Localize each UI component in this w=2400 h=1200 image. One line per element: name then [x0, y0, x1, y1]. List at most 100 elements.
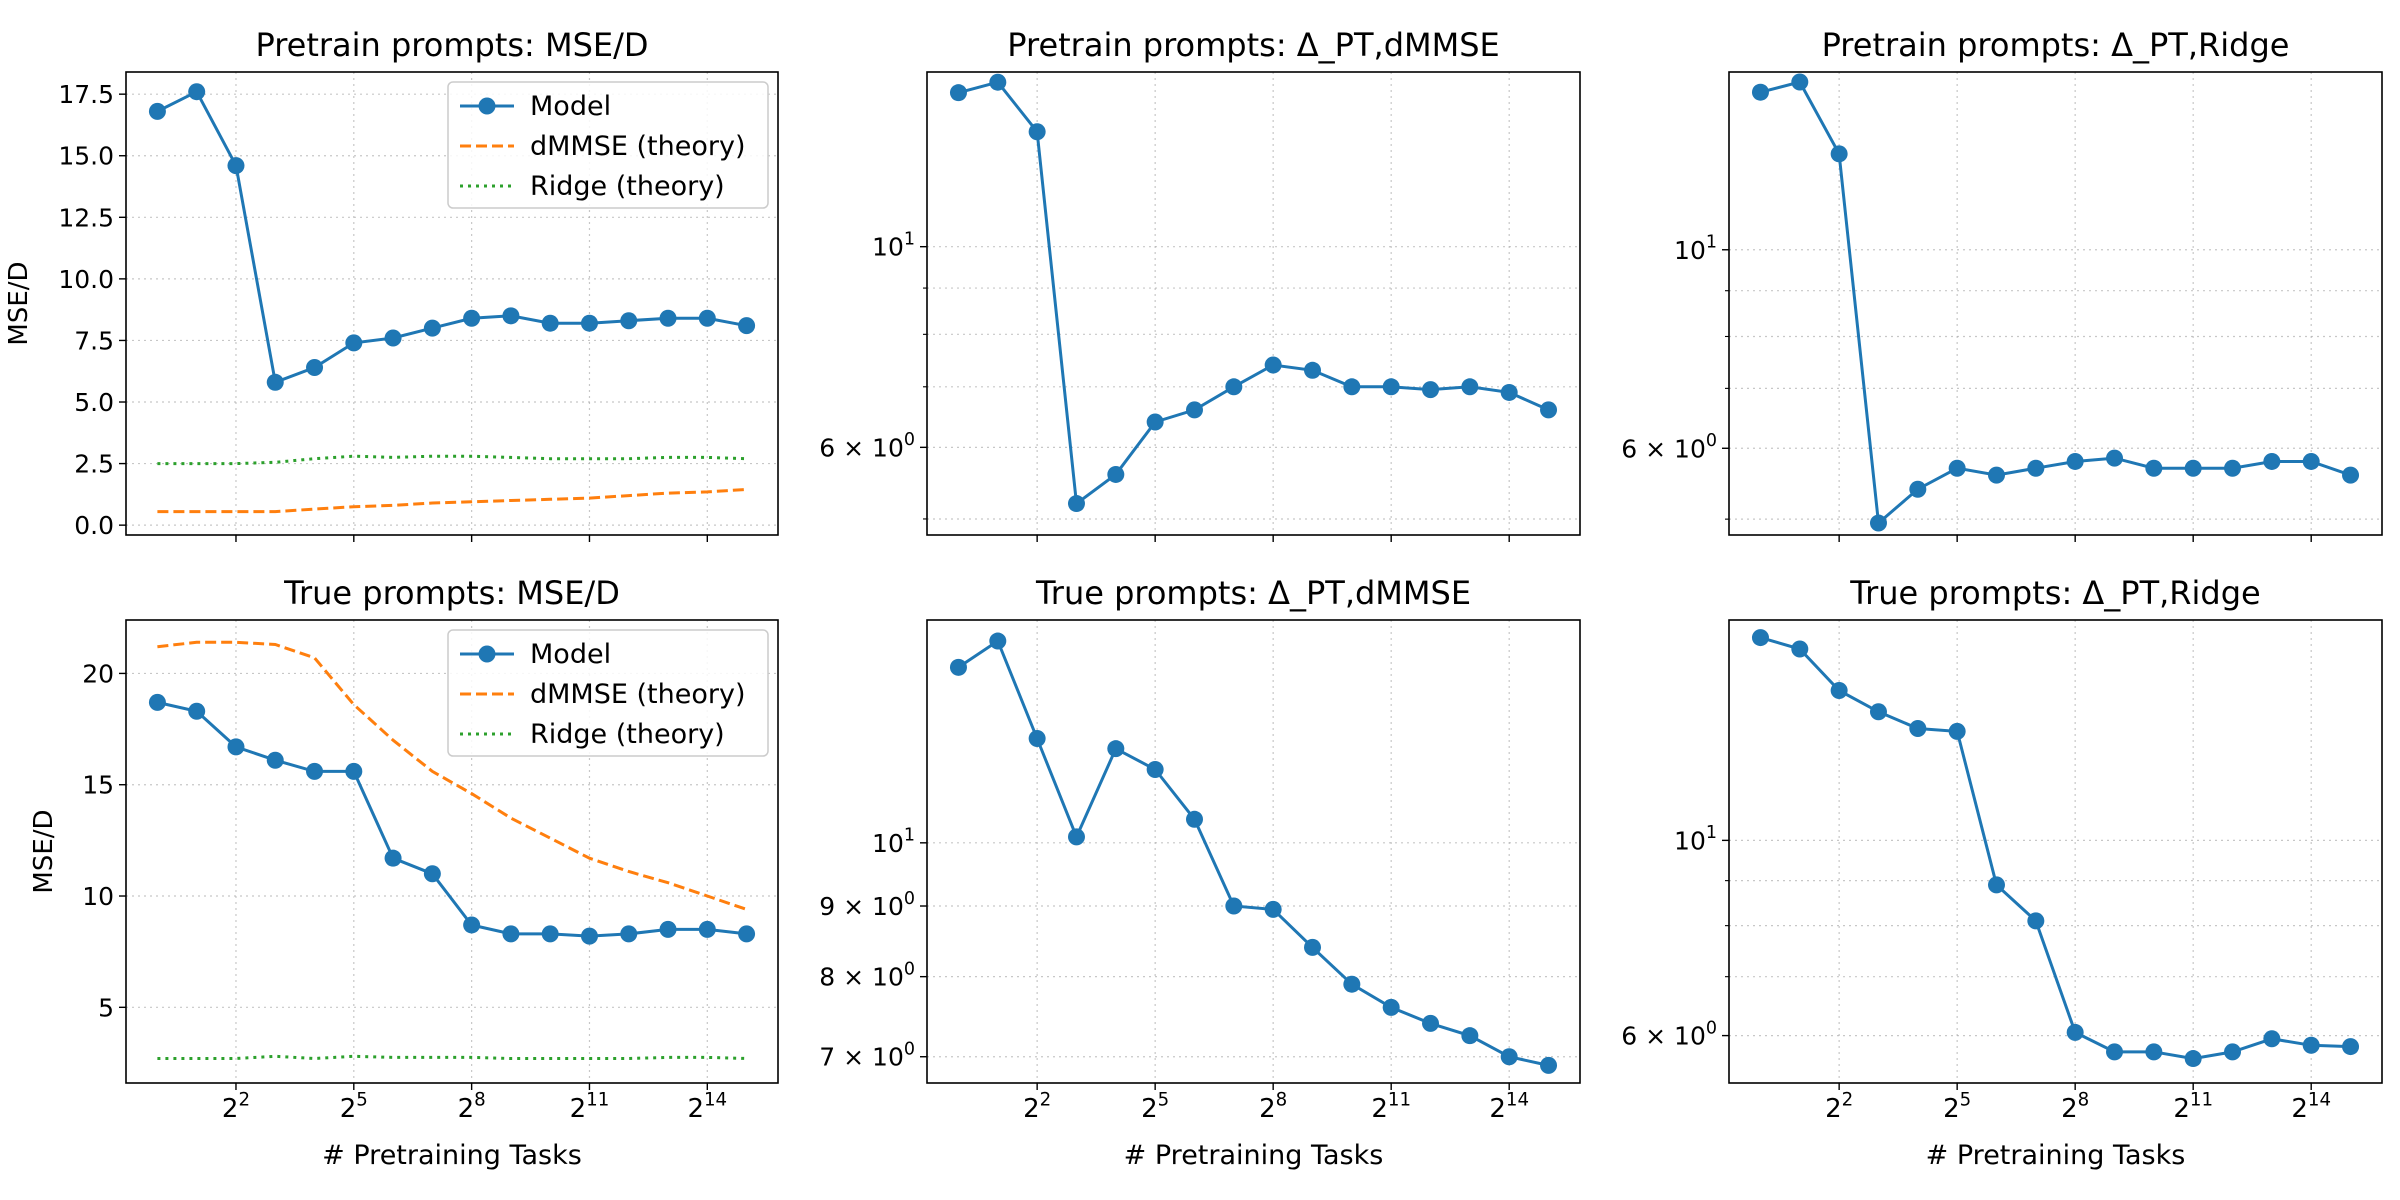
- y-tick-label: 10.0: [58, 265, 114, 294]
- data-point: [1225, 897, 1243, 915]
- data-point: [2342, 466, 2360, 484]
- y-tick-label: 6 × 100: [819, 430, 915, 462]
- data-point: [188, 83, 206, 101]
- y-tick-label: 101: [872, 229, 915, 261]
- y-tick-label: 5: [98, 993, 114, 1022]
- legend-label: Model: [530, 91, 611, 122]
- data-point: [698, 309, 716, 327]
- data-point: [463, 309, 481, 327]
- data-point: [1909, 720, 1927, 738]
- data-point: [949, 658, 967, 676]
- legend-box: [447, 81, 769, 209]
- y-tick-label: 6 × 100: [1621, 1018, 1717, 1050]
- subplot-title: True prompts: Δ_PT,Ridge: [1849, 574, 2260, 612]
- x-tick-label: 214: [2291, 1089, 2331, 1124]
- series-line-model: [156, 89, 747, 385]
- data-point: [463, 916, 481, 934]
- y-tick-label: 17.5: [58, 80, 114, 109]
- data-point: [541, 314, 559, 332]
- axes-frame: [125, 619, 779, 1084]
- data-point: [2145, 1043, 2163, 1061]
- data-point: [2106, 449, 2124, 467]
- data-point: [1107, 740, 1125, 758]
- data-point: [738, 925, 756, 943]
- x-tick-label: 214: [687, 1089, 727, 1124]
- axes-frame: [1728, 71, 2383, 536]
- data-point: [1185, 401, 1203, 419]
- y-tick-label: 101: [1674, 823, 1717, 855]
- axes-frame: [1728, 619, 2383, 1084]
- x-axis-label: # Pretraining Tasks: [1926, 1140, 2186, 1171]
- data-point: [1028, 730, 1046, 748]
- data-point: [1987, 466, 2005, 484]
- legend-label: Ridge (theory): [530, 719, 725, 750]
- data-point: [1540, 1056, 1558, 1074]
- y-axis-label: MSE/D: [29, 809, 59, 893]
- data-point: [1461, 1027, 1479, 1045]
- subplot-title: True prompts: Δ_PT,dMMSE: [1035, 574, 1471, 612]
- data-point: [620, 312, 638, 330]
- x-tick-label: 211: [570, 1089, 610, 1124]
- x-axis-label: # Pretraining Tasks: [322, 1140, 582, 1171]
- data-point: [1869, 514, 1887, 532]
- subplot-title: Pretrain prompts: Δ_PT,Ridge: [1822, 26, 2290, 64]
- data-point: [148, 693, 166, 711]
- data-point: [1304, 361, 1322, 379]
- x-tick-label: 22: [1023, 1089, 1051, 1124]
- subplot-2: 6 × 100 101 Pretrain prompts: Δ_PT,dMMSE: [819, 26, 1581, 542]
- data-point: [1343, 975, 1361, 993]
- data-point: [2066, 452, 2084, 470]
- series-line-model: [1760, 80, 2351, 527]
- series-line-model: [1760, 636, 2351, 1061]
- data-point: [384, 849, 402, 867]
- series-line-dmmse-theory-: [157, 640, 748, 911]
- x-tick-label: 214: [1489, 1089, 1529, 1124]
- y-tick-label: 8 × 100: [819, 959, 915, 991]
- y-tick-label: 15: [82, 771, 114, 800]
- legend-label: Model: [530, 639, 611, 670]
- data-point: [2224, 459, 2242, 477]
- data-point: [266, 373, 284, 391]
- subplot-3: 6 × 100 101 Pretrain prompts: Δ_PT,Ridge: [1621, 26, 2383, 542]
- y-tick-label: 20: [82, 659, 114, 688]
- data-point: [1422, 381, 1440, 399]
- data-point: [989, 73, 1007, 91]
- data-point: [2342, 1038, 2360, 1056]
- data-point: [659, 309, 677, 327]
- data-point: [2302, 452, 2320, 470]
- subplot-6: 22 25 28 211 214 6 × 100 101 True prompts: Δ_PT…: [1621, 574, 2383, 1171]
- x-tick-label: 211: [1371, 1089, 1411, 1124]
- data-point: [1791, 73, 1809, 91]
- data-point: [1540, 401, 1558, 419]
- data-point: [1500, 1048, 1518, 1066]
- data-point: [2106, 1043, 2124, 1061]
- y-tick-label: 101: [1674, 233, 1717, 265]
- data-point: [989, 632, 1007, 650]
- data-point: [227, 738, 245, 756]
- data-point: [2302, 1036, 2320, 1054]
- y-tick-label: 7.5: [74, 326, 114, 355]
- data-point: [1304, 938, 1322, 956]
- y-tick-label: 12.5: [58, 203, 114, 232]
- data-point: [1343, 378, 1361, 396]
- x-tick-label: 28: [1259, 1089, 1287, 1124]
- data-point: [1107, 465, 1125, 483]
- data-point: [2224, 1043, 2242, 1061]
- x-tick-label: 28: [2061, 1089, 2089, 1124]
- subplot-5: 22 25 28 211 214 7 × 100 8 × 100 9 × 100 101 True…: [819, 574, 1581, 1171]
- data-point: [2145, 459, 2163, 477]
- data-point: [1461, 378, 1479, 396]
- data-point: [345, 334, 363, 352]
- series-line-model: [957, 638, 1549, 1067]
- x-tick-label: 25: [1141, 1089, 1169, 1124]
- data-point: [541, 925, 559, 943]
- data-point: [345, 762, 363, 780]
- data-point: [306, 359, 324, 377]
- data-point: [1751, 629, 1769, 647]
- data-point: [1382, 998, 1400, 1016]
- y-tick-label: 10: [82, 882, 114, 911]
- data-point: [580, 314, 598, 332]
- data-point: [2263, 452, 2281, 470]
- data-point: [620, 925, 638, 943]
